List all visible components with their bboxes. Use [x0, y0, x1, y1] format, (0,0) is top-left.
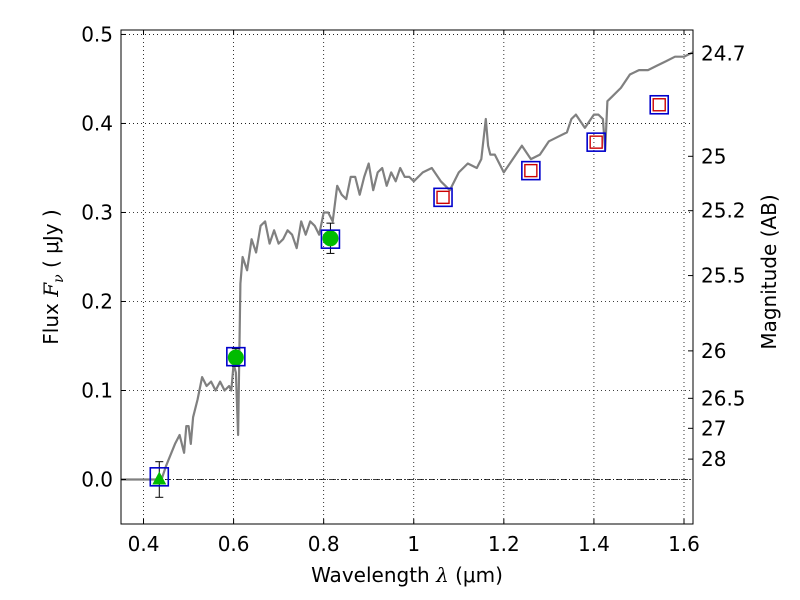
- x-tick-label: 1: [407, 532, 420, 556]
- mag-tick-label: 26.5: [701, 386, 746, 410]
- mag-tick-label: 24.7: [701, 41, 746, 65]
- x-tick-label: 0.8: [308, 532, 340, 556]
- plot-frame: [120, 29, 694, 525]
- y-tick-label: 0.4: [81, 111, 113, 135]
- spectrum-line: [121, 51, 694, 481]
- mag-tick-label: 25.5: [701, 264, 746, 288]
- mag-tick-label: 25.2: [701, 199, 746, 223]
- mag-tick-label: 26: [701, 339, 726, 363]
- model-box-inner: [436, 190, 450, 205]
- model-box-inner: [589, 135, 603, 149]
- plot-layer: [121, 51, 694, 498]
- y-tick-label: 0.0: [81, 467, 113, 491]
- y-tick-label: 0.1: [81, 378, 113, 402]
- x-tick-label: 1.4: [578, 532, 610, 556]
- x-axis-label: Wavelength λ (μm): [311, 563, 503, 587]
- mag-tick-label: 27: [701, 416, 726, 440]
- model-box: [226, 346, 246, 367]
- model-box: [649, 94, 670, 115]
- x-tick-label: 0.4: [128, 532, 160, 556]
- x-tick-label: 1.6: [668, 532, 700, 556]
- mag-tick-label: 25: [701, 144, 726, 168]
- tick-layer: 0.4 0.6 0.8 1 1.2 1.4 1.6 0.0 0.1 0.2 0.3 0.4 0.5 24.…: [81, 22, 745, 556]
- observed-point: [322, 230, 339, 247]
- y2-axis-label: Magnitude (AB): [757, 194, 781, 349]
- model-box-inner: [652, 98, 666, 112]
- y-tick-label: 0.3: [81, 200, 113, 224]
- y-tick-label: 0.2: [81, 289, 113, 313]
- model-box-inner: [524, 163, 538, 178]
- x-tick-label: 1.2: [488, 532, 520, 556]
- model-box: [149, 467, 170, 487]
- observed-triangle: [152, 471, 167, 485]
- mag-tick-label: 28: [701, 447, 726, 471]
- model-box: [320, 229, 341, 249]
- grid-layer: [121, 30, 693, 524]
- observed-point: [227, 349, 244, 366]
- y-tick-label: 0.5: [81, 22, 113, 46]
- model-box: [433, 187, 453, 208]
- x-tick-label: 0.6: [218, 532, 250, 556]
- y-axis-label: Flux Fν ( μJy ): [39, 209, 67, 344]
- model-box: [586, 132, 606, 152]
- model-box: [521, 160, 541, 181]
